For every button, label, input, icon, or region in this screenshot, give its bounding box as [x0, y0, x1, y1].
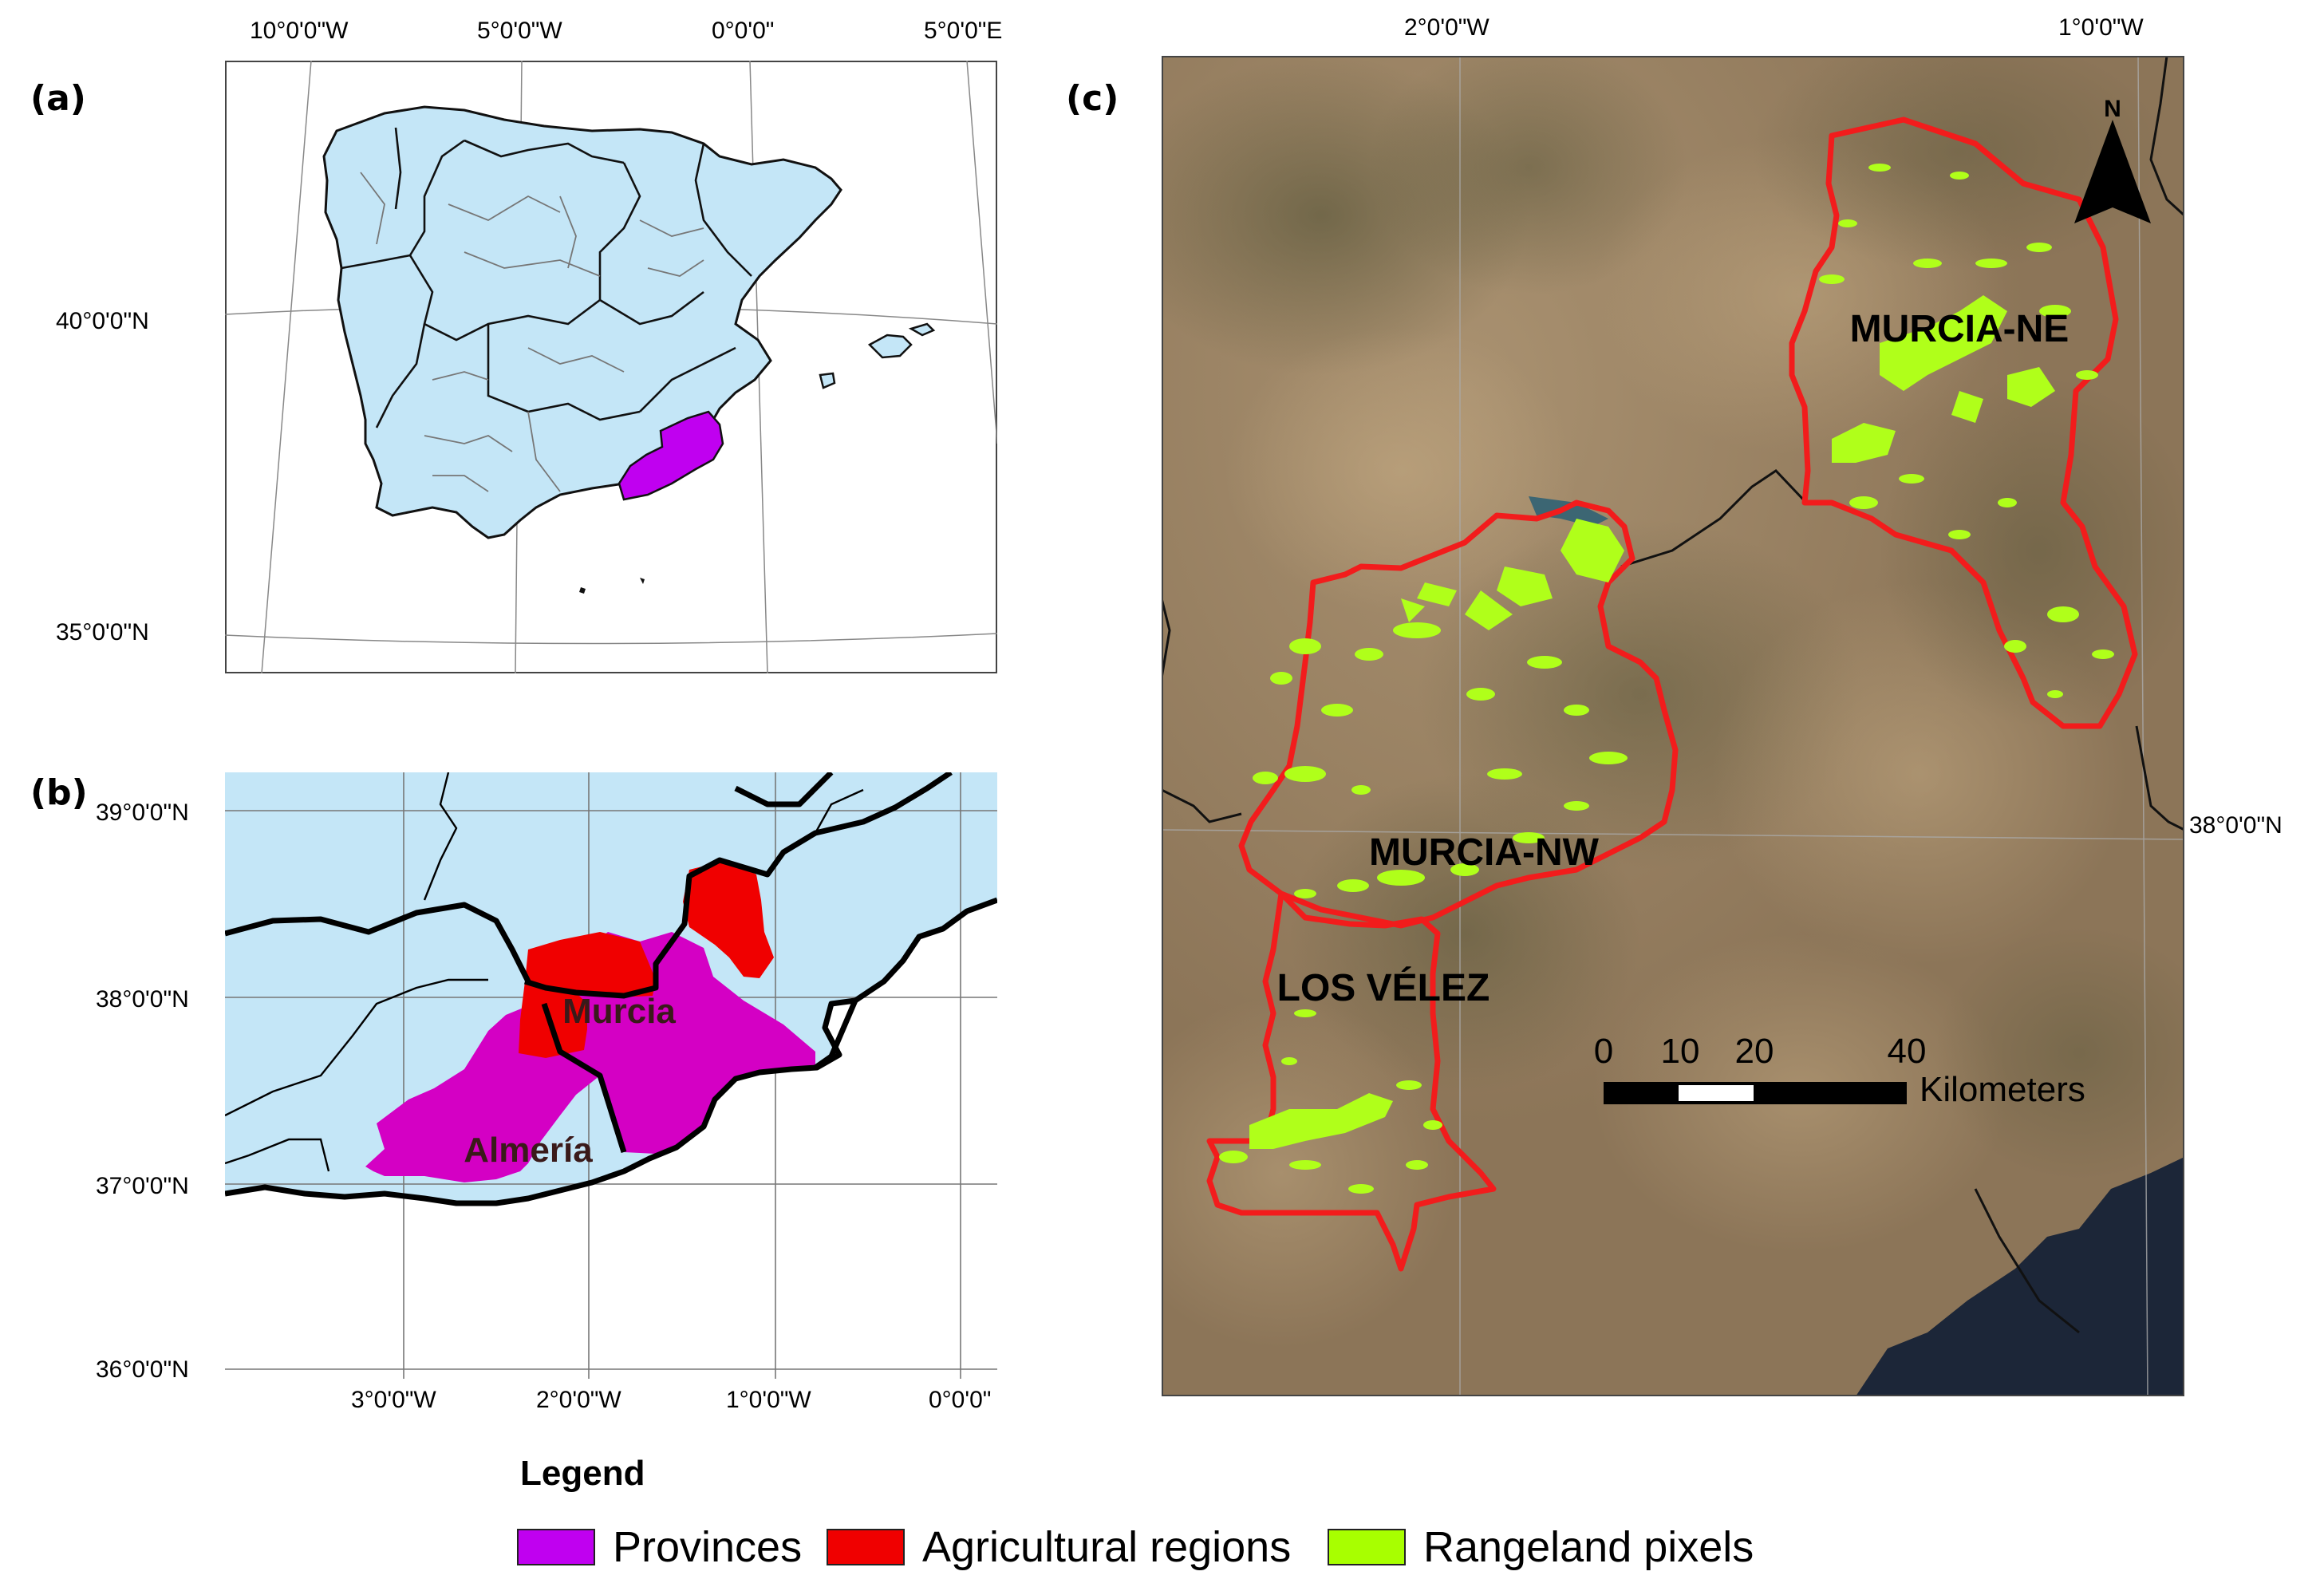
panel-b-lat-tick: 39°0'0"N	[96, 799, 189, 826]
agri-region-murcia-ne	[683, 860, 774, 978]
panel-b-lon-tick: 2°0'0"W	[536, 1387, 621, 1413]
panel-a-label: (a)	[30, 78, 86, 119]
panel-b-graticule	[225, 772, 997, 1379]
panel-b-lat-tick: 37°0'0"N	[96, 1173, 189, 1199]
mediterranean-sea	[1856, 1157, 2184, 1396]
panel-b-sea	[225, 900, 997, 1379]
panel-c-lon-tick: 2°0'0"W	[1404, 14, 1489, 41]
los-velez-label: LOS VÉLEZ	[1277, 966, 1490, 1009]
agri-region-los-velez	[519, 981, 587, 1058]
panel-b-lon-tick: 1°0'0"W	[726, 1387, 811, 1413]
panel-a-lon-tick: 0°0'0"	[712, 18, 775, 44]
murcia-nw-label: MURCIA-NW	[1369, 831, 1600, 874]
scale-bar-tick: 10	[1661, 1032, 1700, 1071]
panel-a-province-borders	[360, 172, 704, 492]
legend-label: Agricultural regions	[922, 1523, 1292, 1571]
almeria-label: Almería	[464, 1131, 593, 1170]
north-arrow-icon: N	[2074, 96, 2151, 223]
panel-c-graticule	[1162, 56, 2184, 1396]
scale-bar-tick: 0	[1594, 1032, 1613, 1071]
murcia-label: Murcia	[562, 992, 676, 1031]
legend-swatch-provinces	[517, 1529, 595, 1565]
panel-a-map	[225, 61, 997, 673]
scale-bar-tick: 40	[1888, 1032, 1927, 1071]
panel-a-lat-tick: 40°0'0"N	[56, 308, 149, 334]
panel-a-lon-tick: 10°0'0"W	[250, 18, 349, 44]
panel-b-lat-tick: 38°0'0"N	[96, 986, 189, 1013]
panel-a-murcia-almeria-highlight	[617, 410, 724, 501]
legend-swatch-agricultural-regions	[827, 1529, 905, 1565]
legend-label: Rangeland pixels	[1423, 1523, 1754, 1571]
agri-region-outlines	[1206, 116, 2138, 1272]
panel-b-lon-tick: 3°0'0"W	[351, 1387, 436, 1413]
legend-item-rangeland-pixels: Rangeland pixels	[1328, 1522, 1754, 1572]
panel-c-label: (c)	[1066, 78, 1119, 119]
murcia-nw-outline	[1238, 499, 1679, 929]
panel-c-lat-tick: 38°0'0"N	[2189, 812, 2283, 839]
panel-a-lat-tick: 35°0'0"N	[56, 619, 149, 645]
balearic-islands	[819, 322, 936, 389]
legend-item-agricultural-regions: Agricultural regions	[827, 1522, 1291, 1572]
scale-bar-tick: 20	[1735, 1032, 1774, 1071]
los-velez-outline	[1206, 890, 1497, 1272]
panel-b-province-borders	[225, 772, 864, 1172]
legend-swatch-rangeland-pixels	[1328, 1529, 1406, 1565]
north-arrow-label: N	[2104, 96, 2121, 122]
panel-b-coastline	[225, 772, 997, 1206]
panel-b-lat-tick: 36°0'0"N	[96, 1356, 189, 1383]
legend-label: Provinces	[613, 1523, 803, 1571]
panel-a-lon-tick: 5°0'0"W	[477, 18, 562, 44]
rangeland-pixels	[1219, 164, 2114, 1194]
reservoir	[1529, 496, 1608, 527]
panel-b-lon-tick: 0°0'0"	[929, 1387, 992, 1413]
panel-b-map: Murcia Almería	[225, 772, 997, 1379]
panel-c-lon-tick: 1°0'0"W	[2058, 14, 2144, 41]
murcia-ne-outline	[1789, 116, 2138, 729]
legend-title: Legend	[520, 1454, 645, 1493]
legend-item-provinces: Provinces	[517, 1522, 802, 1572]
panel-c-admin-boundaries	[1162, 56, 2184, 1334]
murcia-ne-label: MURCIA-NE	[1850, 308, 2070, 350]
panel-a-lon-tick: 5°0'0"E	[924, 18, 1003, 44]
scale-bar-unit: Kilometers	[1920, 1070, 2085, 1109]
panel-b-label: (b)	[30, 772, 88, 813]
scale-bar: 0 10 20 40 Kilometers	[1594, 1032, 2085, 1109]
agri-region-murcia-nw	[525, 932, 656, 997]
panel-c-map: MURCIA-NE MURCIA-NW LOS VÉLEZ N 0 10 20 …	[1162, 56, 2184, 1396]
